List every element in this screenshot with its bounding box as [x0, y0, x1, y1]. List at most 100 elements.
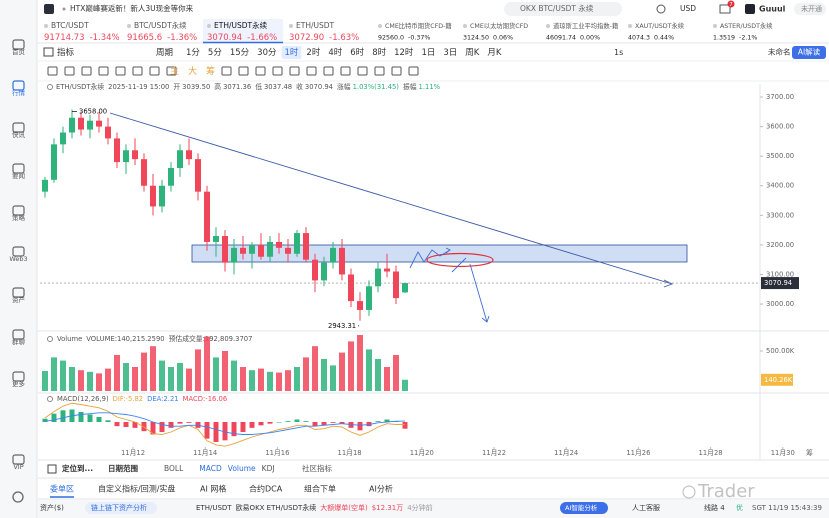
- interval-button[interactable]: 5分: [208, 48, 222, 58]
- ticker-name[interactable]: ETH/USDT永续: [214, 20, 268, 30]
- ticker-name[interactable]: ETH/USDT: [296, 21, 335, 30]
- toolbar-button[interactable]: 社区指标: [302, 463, 332, 473]
- interval-button[interactable]: 1时: [285, 47, 299, 58]
- interval-button[interactable]: 15分: [230, 48, 250, 58]
- sidebar-icon[interactable]: [12, 371, 25, 382]
- interval-button[interactable]: 1日: [421, 48, 435, 58]
- toolbar-button[interactable]: 指标: [57, 47, 75, 58]
- sidebar-icon[interactable]: [12, 329, 25, 340]
- draw-tool-label[interactable]: 筹: [206, 65, 215, 77]
- interval-button[interactable]: 周K: [465, 48, 480, 58]
- stat-value: 3071.36: [223, 83, 251, 91]
- indicator-toggle[interactable]: MACD: [199, 464, 222, 473]
- volume-bar: [366, 349, 372, 391]
- mail-icon[interactable]: [719, 4, 731, 14]
- interval-button[interactable]: 8时: [372, 47, 386, 58]
- layout-name[interactable]: 未命名: [768, 47, 791, 57]
- draw-tool[interactable]: [357, 66, 368, 76]
- status-text: 资产($): [40, 503, 64, 512]
- draw-tool[interactable]: [115, 66, 126, 76]
- draw-tool[interactable]: [289, 66, 300, 76]
- draw-tool[interactable]: [132, 66, 143, 76]
- draw-tool[interactable]: [323, 66, 334, 76]
- draw-tool[interactable]: [272, 66, 283, 76]
- status-link[interactable]: 链上链下资产分析: [91, 503, 147, 512]
- ticker-price: 91665.6: [127, 33, 162, 43]
- draw-tool[interactable]: [374, 66, 385, 76]
- macd-bar: [60, 410, 66, 422]
- toolbar-button[interactable]: 定位到...: [62, 463, 93, 473]
- sidebar-icon[interactable]: [12, 163, 25, 174]
- announcement[interactable]: HTX巅峰赛返新！新人3U现金等你来: [70, 3, 194, 13]
- support[interactable]: 人工客服: [632, 503, 660, 512]
- indicator-toggle[interactable]: Volume: [228, 464, 256, 473]
- indicator-toggle[interactable]: KDJ: [262, 464, 275, 473]
- draw-tool[interactable]: [391, 66, 402, 76]
- tab[interactable]: 委单区: [50, 484, 74, 494]
- y-tick-label: 500.00K: [766, 347, 795, 355]
- sidebar-icon[interactable]: [12, 454, 25, 465]
- draw-tool[interactable]: [255, 66, 266, 76]
- ticker-name[interactable]: XAUT/USDT永续: [635, 21, 685, 30]
- interval-button[interactable]: 1分: [186, 48, 200, 58]
- draw-tool[interactable]: [98, 66, 109, 76]
- interval-button[interactable]: 2时: [306, 47, 320, 58]
- draw-tool[interactable]: [221, 66, 232, 76]
- speed[interactable]: 1s: [614, 48, 623, 57]
- tab[interactable]: 自定义指标/回测/实盘: [98, 484, 175, 494]
- interval-button[interactable]: 月K: [487, 48, 502, 58]
- ticker-price: 1.3519: [713, 35, 735, 42]
- toolbar-button[interactable]: 日期范围: [108, 463, 138, 473]
- stat-label: 开: [173, 83, 180, 91]
- ticker-name[interactable]: ASTER/USDT永续: [720, 21, 773, 30]
- candle-body: [231, 247, 237, 263]
- stat-value: 3039.50: [182, 83, 210, 91]
- sidebar-icon[interactable]: [12, 205, 25, 216]
- candle-body: [87, 120, 93, 130]
- interval-button[interactable]: 4时: [328, 47, 342, 58]
- ticker-name[interactable]: CME以太坊期货CFD: [470, 21, 528, 30]
- y-tick-label: 3500.00: [766, 152, 794, 160]
- sidebar-bg: [0, 0, 37, 518]
- sidebar-icon[interactable]: [12, 122, 25, 133]
- draw-tool[interactable]: [47, 66, 58, 76]
- tab[interactable]: 合约DCA: [249, 484, 283, 494]
- draw-tool[interactable]: [340, 66, 351, 76]
- ticker-name[interactable]: 道琼斯工业平均指数-籍: [553, 21, 618, 30]
- draw-tool-label[interactable]: 主: [170, 65, 179, 77]
- search-text[interactable]: OKX BTC/USDT 永续: [520, 3, 594, 13]
- ticker-name[interactable]: BTC/USDT: [51, 21, 89, 30]
- ai-analysis[interactable]: AI智能分析: [565, 503, 598, 512]
- tab[interactable]: AI分析: [369, 484, 393, 494]
- interval-button[interactable]: 30分: [257, 48, 277, 58]
- interval-button[interactable]: 12时: [394, 47, 414, 58]
- draw-tool[interactable]: [238, 66, 249, 76]
- interval-button[interactable]: 3日: [443, 48, 457, 58]
- volume-bar: [213, 357, 219, 391]
- axis-corner: 筹: [806, 448, 813, 457]
- currency[interactable]: USD: [680, 4, 696, 13]
- ai-button-bg[interactable]: [792, 46, 826, 59]
- macd-legend: MACD(12,26,9): [57, 395, 109, 403]
- candle-body: [384, 268, 390, 272]
- tab[interactable]: AI 网格: [200, 484, 226, 494]
- sidebar-icon[interactable]: [12, 246, 25, 257]
- draw-tool[interactable]: [64, 66, 75, 76]
- candle-body: [339, 247, 345, 275]
- sidebar-icon[interactable]: [12, 287, 25, 298]
- search-box[interactable]: [504, 2, 622, 16]
- tab[interactable]: 组合下单: [304, 484, 336, 494]
- draw-tool-label[interactable]: 大: [188, 65, 197, 77]
- indicator-toggle[interactable]: BOLL: [164, 464, 184, 473]
- draw-tool[interactable]: [166, 66, 177, 76]
- sidebar-icon[interactable]: [12, 80, 25, 91]
- draw-tool[interactable]: [149, 66, 160, 76]
- draw-tool[interactable]: [306, 66, 317, 76]
- toolbar-button[interactable]: 周期: [156, 48, 173, 58]
- draw-tool[interactable]: [408, 66, 419, 76]
- ticker-name[interactable]: BTC/USDT永续: [134, 20, 187, 30]
- sidebar-icon[interactable]: [12, 39, 25, 50]
- ticker-name[interactable]: CME比特币期货CFD-籍: [385, 21, 452, 30]
- draw-tool[interactable]: [81, 66, 92, 76]
- interval-button[interactable]: 6时: [350, 47, 364, 58]
